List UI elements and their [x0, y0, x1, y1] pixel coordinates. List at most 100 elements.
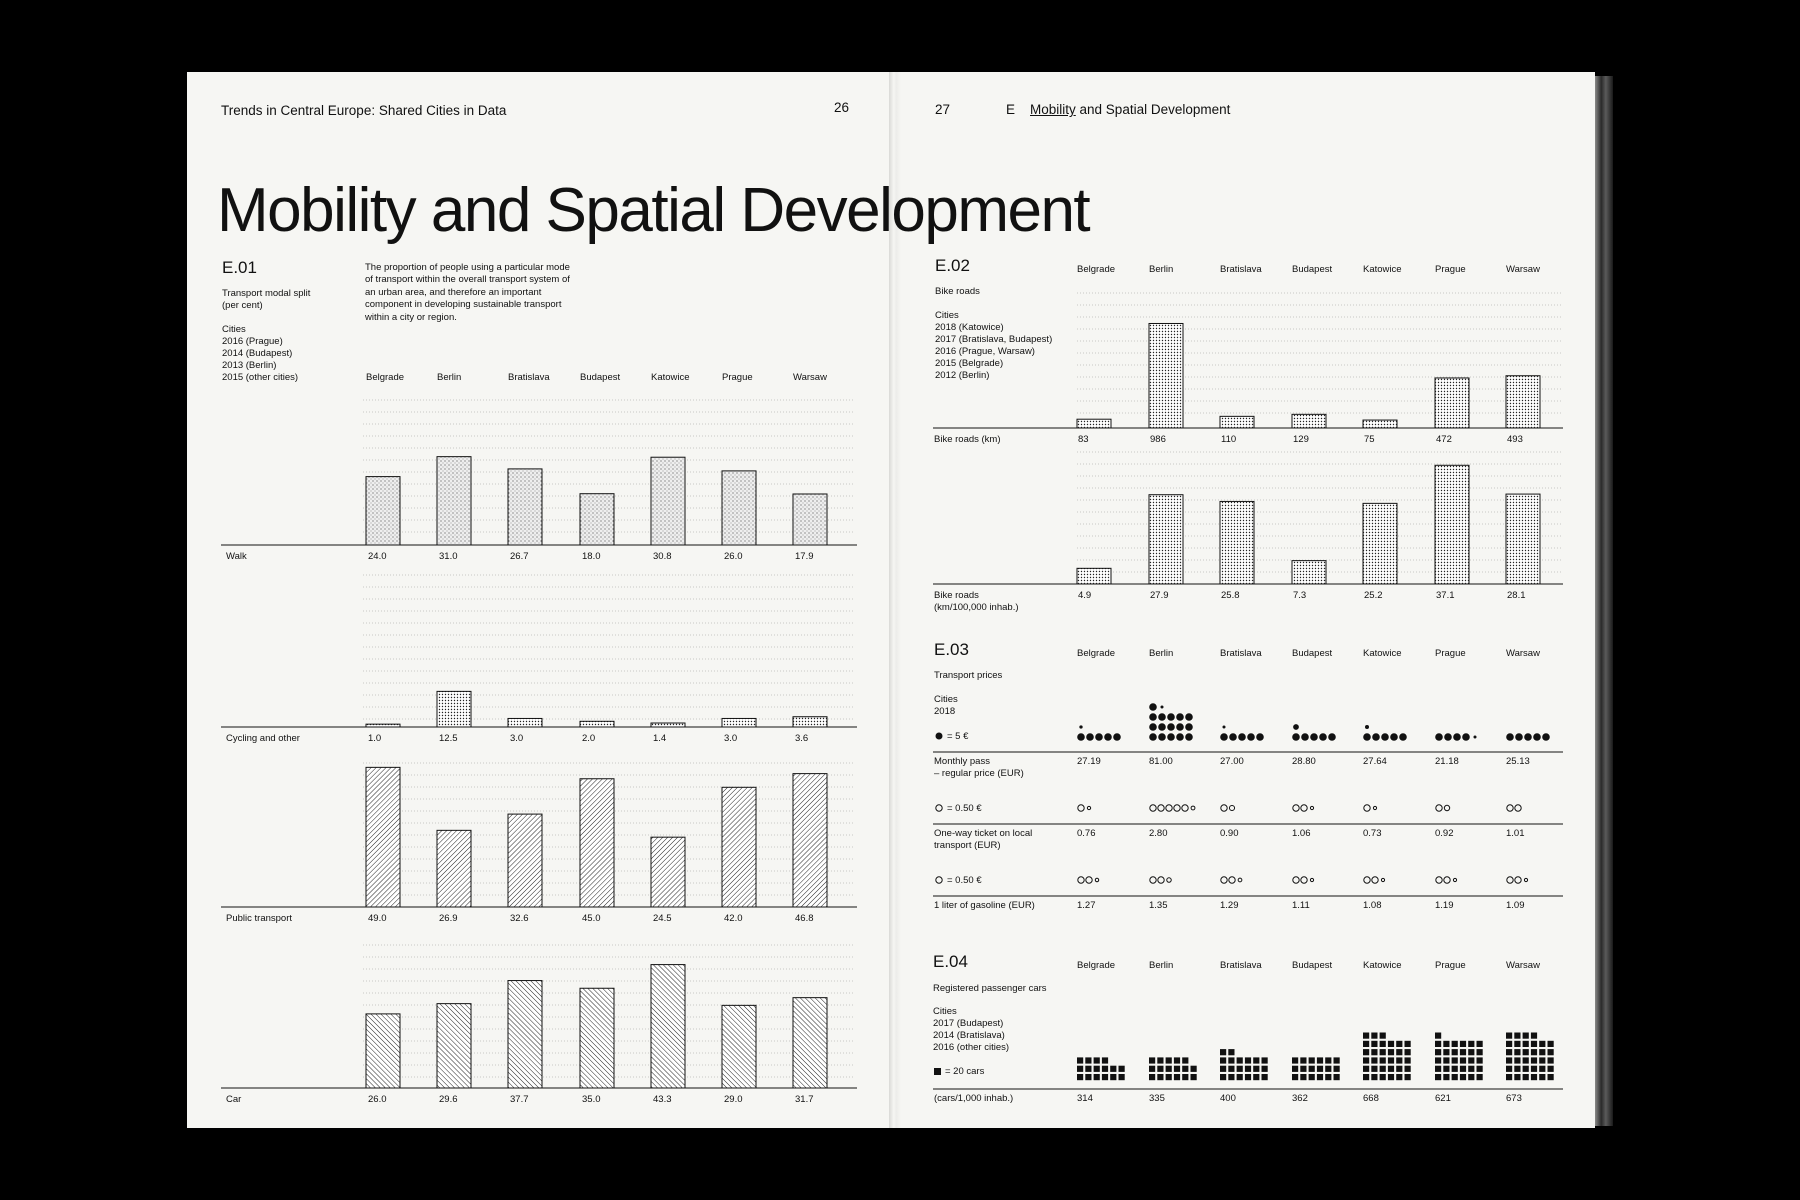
e01-value-label: 3.0: [510, 733, 523, 744]
e01-bar: [792, 716, 828, 728]
e04-car-mark: [1300, 1074, 1307, 1081]
e04-years: Cities 2017 (Budapest) 2014 (Bratislava)…: [933, 1006, 1010, 1053]
e01-bar: [650, 722, 686, 728]
e04-car-mark: [1387, 1065, 1395, 1072]
e03-value-label: 0.92: [1435, 828, 1454, 839]
e04-car-mark: [1173, 1074, 1181, 1081]
e02-bar: [1505, 375, 1541, 429]
e02-bar: [1434, 377, 1470, 429]
e02-bar: [1291, 413, 1327, 429]
e01-value-label: 31.7: [795, 1094, 814, 1105]
e04-car-mark: [1387, 1057, 1395, 1064]
e01-bar: [721, 470, 757, 546]
e03-small-coin-mark: [1506, 804, 1514, 812]
e04-car-mark: [1379, 1057, 1386, 1064]
e01-bar: [721, 1004, 757, 1089]
e03-small-coin-mark: [1371, 876, 1379, 884]
e02-bar: [1219, 415, 1255, 429]
e03-small-coin-mark: [1506, 876, 1514, 884]
e04-car-mark: [1435, 1065, 1442, 1072]
e04-car-mark: [1149, 1074, 1156, 1081]
e04-car-mark: [1261, 1057, 1268, 1064]
e01-value-label: 37.7: [510, 1094, 529, 1105]
e04-car-mark: [1476, 1049, 1483, 1056]
e04-car-mark: [1149, 1065, 1156, 1072]
e01-series-label: Cycling and other: [226, 733, 300, 744]
e04-car-mark: [1173, 1057, 1181, 1064]
e04-car-mark: [1085, 1057, 1092, 1064]
e03-coin-mark: [1399, 733, 1407, 741]
e01-bar: [436, 1003, 472, 1089]
e01-value-label: 2.0: [582, 733, 595, 744]
e02-value-label: 493: [1507, 434, 1523, 445]
e01-code: E.01: [222, 258, 257, 277]
e04-car-mark: [1514, 1065, 1521, 1072]
e03-value-label: 1.01: [1506, 828, 1525, 839]
e01-bar: [365, 766, 401, 908]
e04-car-mark: [1190, 1065, 1197, 1072]
e03-coin-mark: [1149, 723, 1157, 731]
e03-value-label: 25.13: [1506, 756, 1530, 767]
e03-value-label: 1.35: [1149, 900, 1168, 911]
e03-small-coin-mark: [1300, 876, 1308, 884]
e03-code: E.03: [934, 640, 969, 659]
e04-car-mark: [1514, 1032, 1521, 1039]
e03-small-coin-mark-partial: [1309, 805, 1315, 811]
e03-coin-mark: [1515, 733, 1523, 741]
e03-value-label: 81.00: [1149, 756, 1173, 767]
e02-bar: [1148, 494, 1184, 585]
e02-city-header: Budapest: [1292, 264, 1333, 275]
e04-car-mark: [1443, 1057, 1450, 1064]
e03-city-header: Bratislava: [1220, 648, 1262, 659]
e03-small-coin-mark: [1514, 804, 1522, 812]
e01-value-label: 32.6: [510, 913, 529, 924]
e03-coin-mark-partial: [1160, 705, 1164, 709]
page-number-left: 26: [834, 100, 850, 115]
e04-value-label: 668: [1363, 1093, 1379, 1104]
e01-series-label: Car: [226, 1094, 241, 1105]
e04-car-mark: [1459, 1057, 1467, 1064]
e04-car-mark: [1539, 1057, 1546, 1064]
e04-city-header: Katowice: [1363, 960, 1402, 971]
e02-value-label: 25.2: [1364, 590, 1383, 601]
section-link[interactable]: Mobility: [1030, 102, 1076, 117]
e04-car-mark: [1333, 1074, 1340, 1081]
e01-value-label: 26.0: [368, 1094, 387, 1105]
e04-car-mark: [1443, 1074, 1450, 1081]
e01-bar: [650, 836, 686, 908]
e01-description: The proportion of people using a particu…: [365, 262, 570, 323]
e04-city-header: Warsaw: [1506, 960, 1540, 971]
e04-car-mark: [1506, 1074, 1513, 1081]
e03-years: Cities 2018: [934, 694, 958, 717]
e04-car-mark: [1228, 1074, 1235, 1081]
e04-value-label: 314: [1077, 1093, 1093, 1104]
e04-row-label: (cars/1,000 inhab.): [934, 1093, 1013, 1104]
e04-car-mark: [1387, 1040, 1395, 1047]
e04-car-mark: [1514, 1049, 1521, 1056]
e03-value-label: 1.29: [1220, 900, 1239, 911]
e03-small-coin-mark-partial: [1166, 877, 1172, 883]
book-spine: [889, 72, 901, 1128]
e01-value-label: 12.5: [439, 733, 458, 744]
e03-coin-mark: [1310, 733, 1318, 741]
e04-car-mark: [1514, 1074, 1521, 1081]
e04-car-mark: [1547, 1040, 1554, 1047]
e04-car-mark: [1547, 1074, 1554, 1081]
e03-small-coin-mark: [1435, 804, 1443, 812]
e03-small-coin-mark: [1228, 876, 1236, 884]
e04-car-mark: [1220, 1057, 1227, 1064]
e04-car-mark: [1244, 1065, 1252, 1072]
e03-small-coin-mark-partial: [1190, 805, 1196, 811]
e04-car-mark: [1236, 1057, 1243, 1064]
e03-small-coin-mark: [1443, 876, 1451, 884]
e04-car-mark: [1404, 1049, 1411, 1056]
e04-car-mark: [1077, 1057, 1084, 1064]
e03-value-label: 1.06: [1292, 828, 1311, 839]
e02-years: Cities 2018 (Katowice) 2017 (Bratislava,…: [935, 310, 1053, 381]
e04-car-mark: [1506, 1065, 1513, 1072]
e04-car-mark: [1371, 1057, 1378, 1064]
e04-car-mark: [1435, 1040, 1442, 1047]
e03-coin-mark-partial: [1473, 735, 1477, 739]
e01-city-header: Warsaw: [793, 372, 827, 383]
e03-small-coin-mark-partial: [1094, 877, 1100, 883]
